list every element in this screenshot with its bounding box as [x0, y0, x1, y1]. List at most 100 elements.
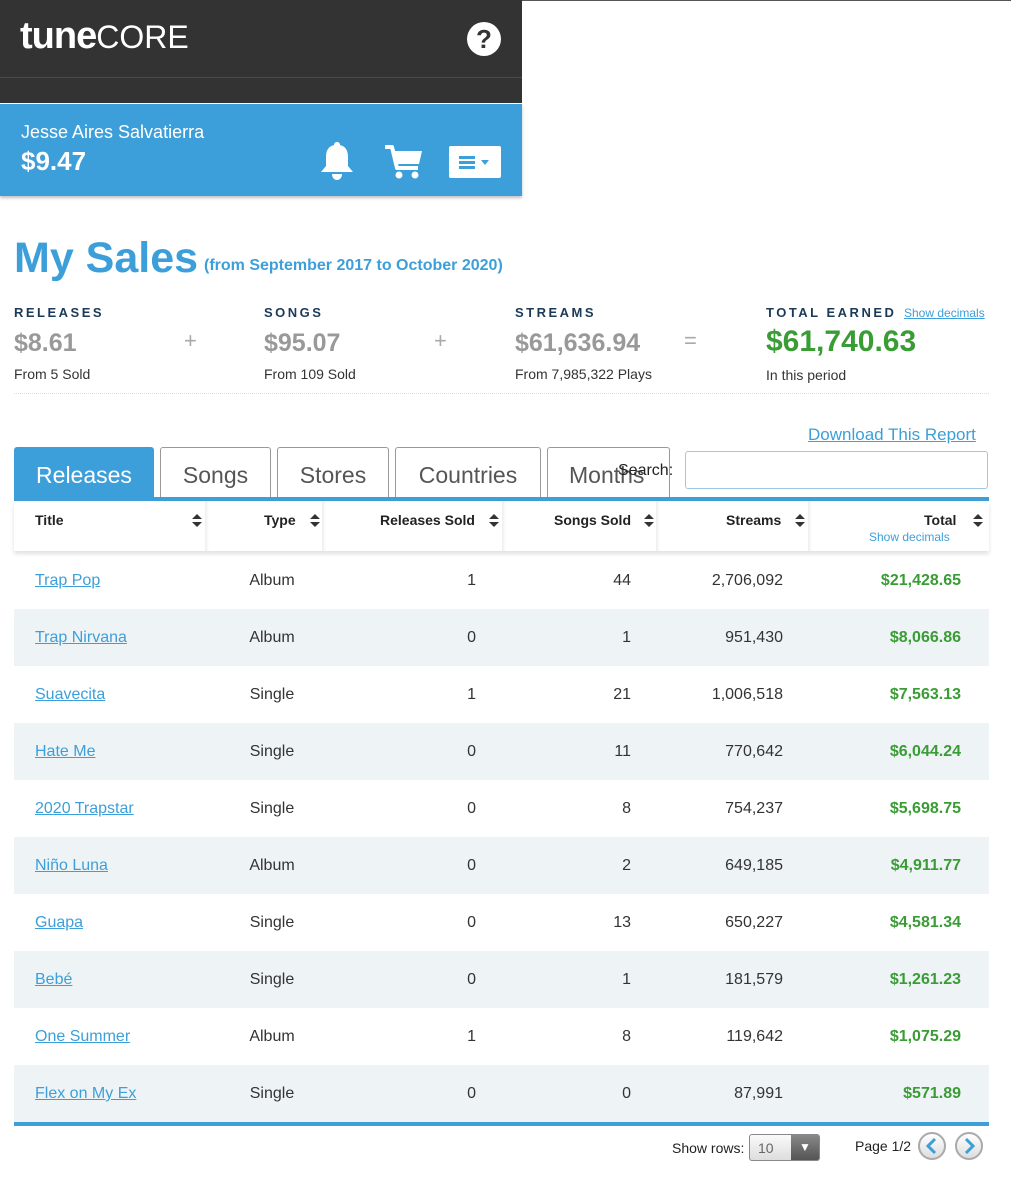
streams-count: 2,706,092 [711, 572, 783, 589]
col-songs-sold-label: Songs Sold [554, 512, 631, 528]
col-separator [656, 501, 660, 551]
sort-icon [192, 514, 202, 527]
releases-sold: 0 [467, 971, 476, 988]
release-type: Album [249, 572, 295, 589]
prev-page-button[interactable] [918, 1132, 946, 1160]
table-top-border [14, 497, 989, 501]
release-title-link[interactable]: Flex on My Ex [35, 1085, 137, 1102]
tab-months[interactable]: Months [547, 447, 670, 499]
total-earned: $1,261.23 [889, 971, 961, 988]
releases-sold: 0 [467, 914, 476, 931]
streams-count: 181,579 [725, 971, 783, 988]
col-header-releases-sold[interactable]: Releases Sold [326, 501, 502, 551]
table-row: Hate Me Single 0 11 770,642 $6,044.24 [14, 723, 989, 780]
search-label: Search: [618, 462, 674, 479]
summary-releases-label: RELEASES [14, 305, 105, 320]
plus-sign: + [184, 328, 197, 353]
summary-streams-label: STREAMS [515, 305, 597, 320]
total-earned: $571.89 [903, 1085, 961, 1102]
summary-songs: SONGS $95.07 From 109 Sold [264, 305, 356, 382]
summary-streams: STREAMS $61,636.94 From 7,985,322 Plays [515, 305, 652, 382]
table-row: One Summer Album 1 8 119,642 $1,075.29 [14, 1008, 989, 1065]
bell-icon[interactable] [318, 140, 356, 182]
release-title-link[interactable]: Bebé [35, 971, 73, 988]
release-title-link[interactable]: Suavecita [35, 686, 106, 703]
page-indicator: Page 1/2 [855, 1138, 912, 1154]
streams-count: 754,237 [725, 800, 783, 817]
help-icon[interactable]: ? [467, 22, 501, 56]
streams-count: 87,991 [734, 1085, 783, 1102]
summary-divider [14, 393, 989, 394]
table-bottom-border [14, 1122, 989, 1126]
col-separator [205, 501, 209, 551]
chevron-down-icon: ▼ [791, 1135, 819, 1160]
table-row: Trap Pop Album 1 44 2,706,092 $21,428.65 [14, 552, 989, 609]
release-title-link[interactable]: Hate Me [35, 743, 96, 760]
streams-count: 649,185 [725, 857, 783, 874]
summary-songs-sub: From 109 Sold [264, 366, 356, 382]
summary-total: TOTAL EARNED $61,740.63 In this period [766, 305, 916, 383]
release-title-link[interactable]: One Summer [35, 1028, 131, 1045]
release-type: Single [249, 1085, 295, 1102]
col-header-songs-sold[interactable]: Songs Sold [506, 501, 656, 551]
release-type: Single [249, 914, 295, 931]
sort-icon [310, 514, 320, 527]
total-earned: $8,066.86 [889, 629, 961, 646]
summary-total-value: $61,740.63 [766, 325, 917, 358]
search-input[interactable] [685, 451, 988, 489]
page-date-range: (from September 2017 to October 2020) [204, 257, 503, 274]
releases-sold: 0 [467, 629, 476, 646]
releases-sold: 0 [467, 800, 476, 817]
col-header-type[interactable]: Type [209, 501, 322, 551]
download-report-link[interactable]: Download This Report [808, 425, 976, 444]
sort-icon [489, 514, 499, 527]
plus-sign: + [434, 328, 447, 353]
tunecore-logo[interactable]: tuneCORE [20, 16, 189, 57]
songs-sold: 1 [622, 971, 631, 988]
col-header-total[interactable]: Total [812, 501, 989, 551]
sort-icon [644, 514, 654, 527]
chevron-left-icon [925, 1137, 937, 1155]
col-type-label: Type [264, 512, 296, 528]
release-title-link[interactable]: Niño Luna [35, 857, 108, 874]
release-type: Album [249, 1028, 295, 1045]
release-type: Single [249, 686, 295, 703]
total-earned: $5,698.75 [889, 800, 961, 817]
tab-stores[interactable]: Stores [277, 447, 389, 499]
col-header-title[interactable]: Title [14, 501, 205, 551]
tab-songs[interactable]: Songs [160, 447, 271, 499]
release-title-link[interactable]: Guapa [35, 914, 84, 931]
col-title-label: Title [35, 512, 64, 528]
col-streams-label: Streams [726, 512, 782, 528]
summary-songs-label: SONGS [264, 305, 324, 320]
account-menu-button[interactable] [449, 146, 501, 178]
summary-total-label: TOTAL EARNED [766, 305, 897, 320]
table-row: Guapa Single 0 13 650,227 $4,581.34 [14, 894, 989, 951]
tab-releases[interactable]: Releases [14, 447, 154, 499]
col-header-streams[interactable]: Streams [660, 501, 808, 551]
release-type: Single [249, 743, 295, 760]
equals-sign: = [684, 328, 697, 353]
top-header-subbar [0, 77, 522, 103]
streams-count: 951,430 [725, 629, 783, 646]
table-row: Niño Luna Album 0 2 649,185 $4,911.77 [14, 837, 989, 894]
rows-per-page-select[interactable]: 10 ▼ [749, 1134, 820, 1161]
cart-icon[interactable] [384, 144, 424, 180]
release-title-link[interactable]: 2020 Trapstar [35, 800, 134, 817]
release-title-link[interactable]: Trap Pop [35, 572, 101, 589]
col-separator [808, 501, 812, 551]
release-title-link[interactable]: Trap Nirvana [35, 629, 127, 646]
songs-sold: 2 [622, 857, 631, 874]
rows-per-page-value: 10 [758, 1140, 774, 1156]
songs-sold: 11 [614, 743, 631, 760]
table-show-decimals-link[interactable]: Show decimals [869, 530, 950, 544]
songs-sold: 8 [622, 1028, 631, 1045]
show-decimals-link[interactable]: Show decimals [904, 306, 985, 320]
songs-sold: 8 [622, 800, 631, 817]
col-separator [502, 501, 506, 551]
release-type: Single [249, 971, 295, 988]
summary-songs-value: $95.07 [264, 329, 341, 357]
next-page-button[interactable] [955, 1132, 983, 1160]
streams-count: 650,227 [725, 914, 783, 931]
tab-countries[interactable]: Countries [395, 447, 541, 499]
